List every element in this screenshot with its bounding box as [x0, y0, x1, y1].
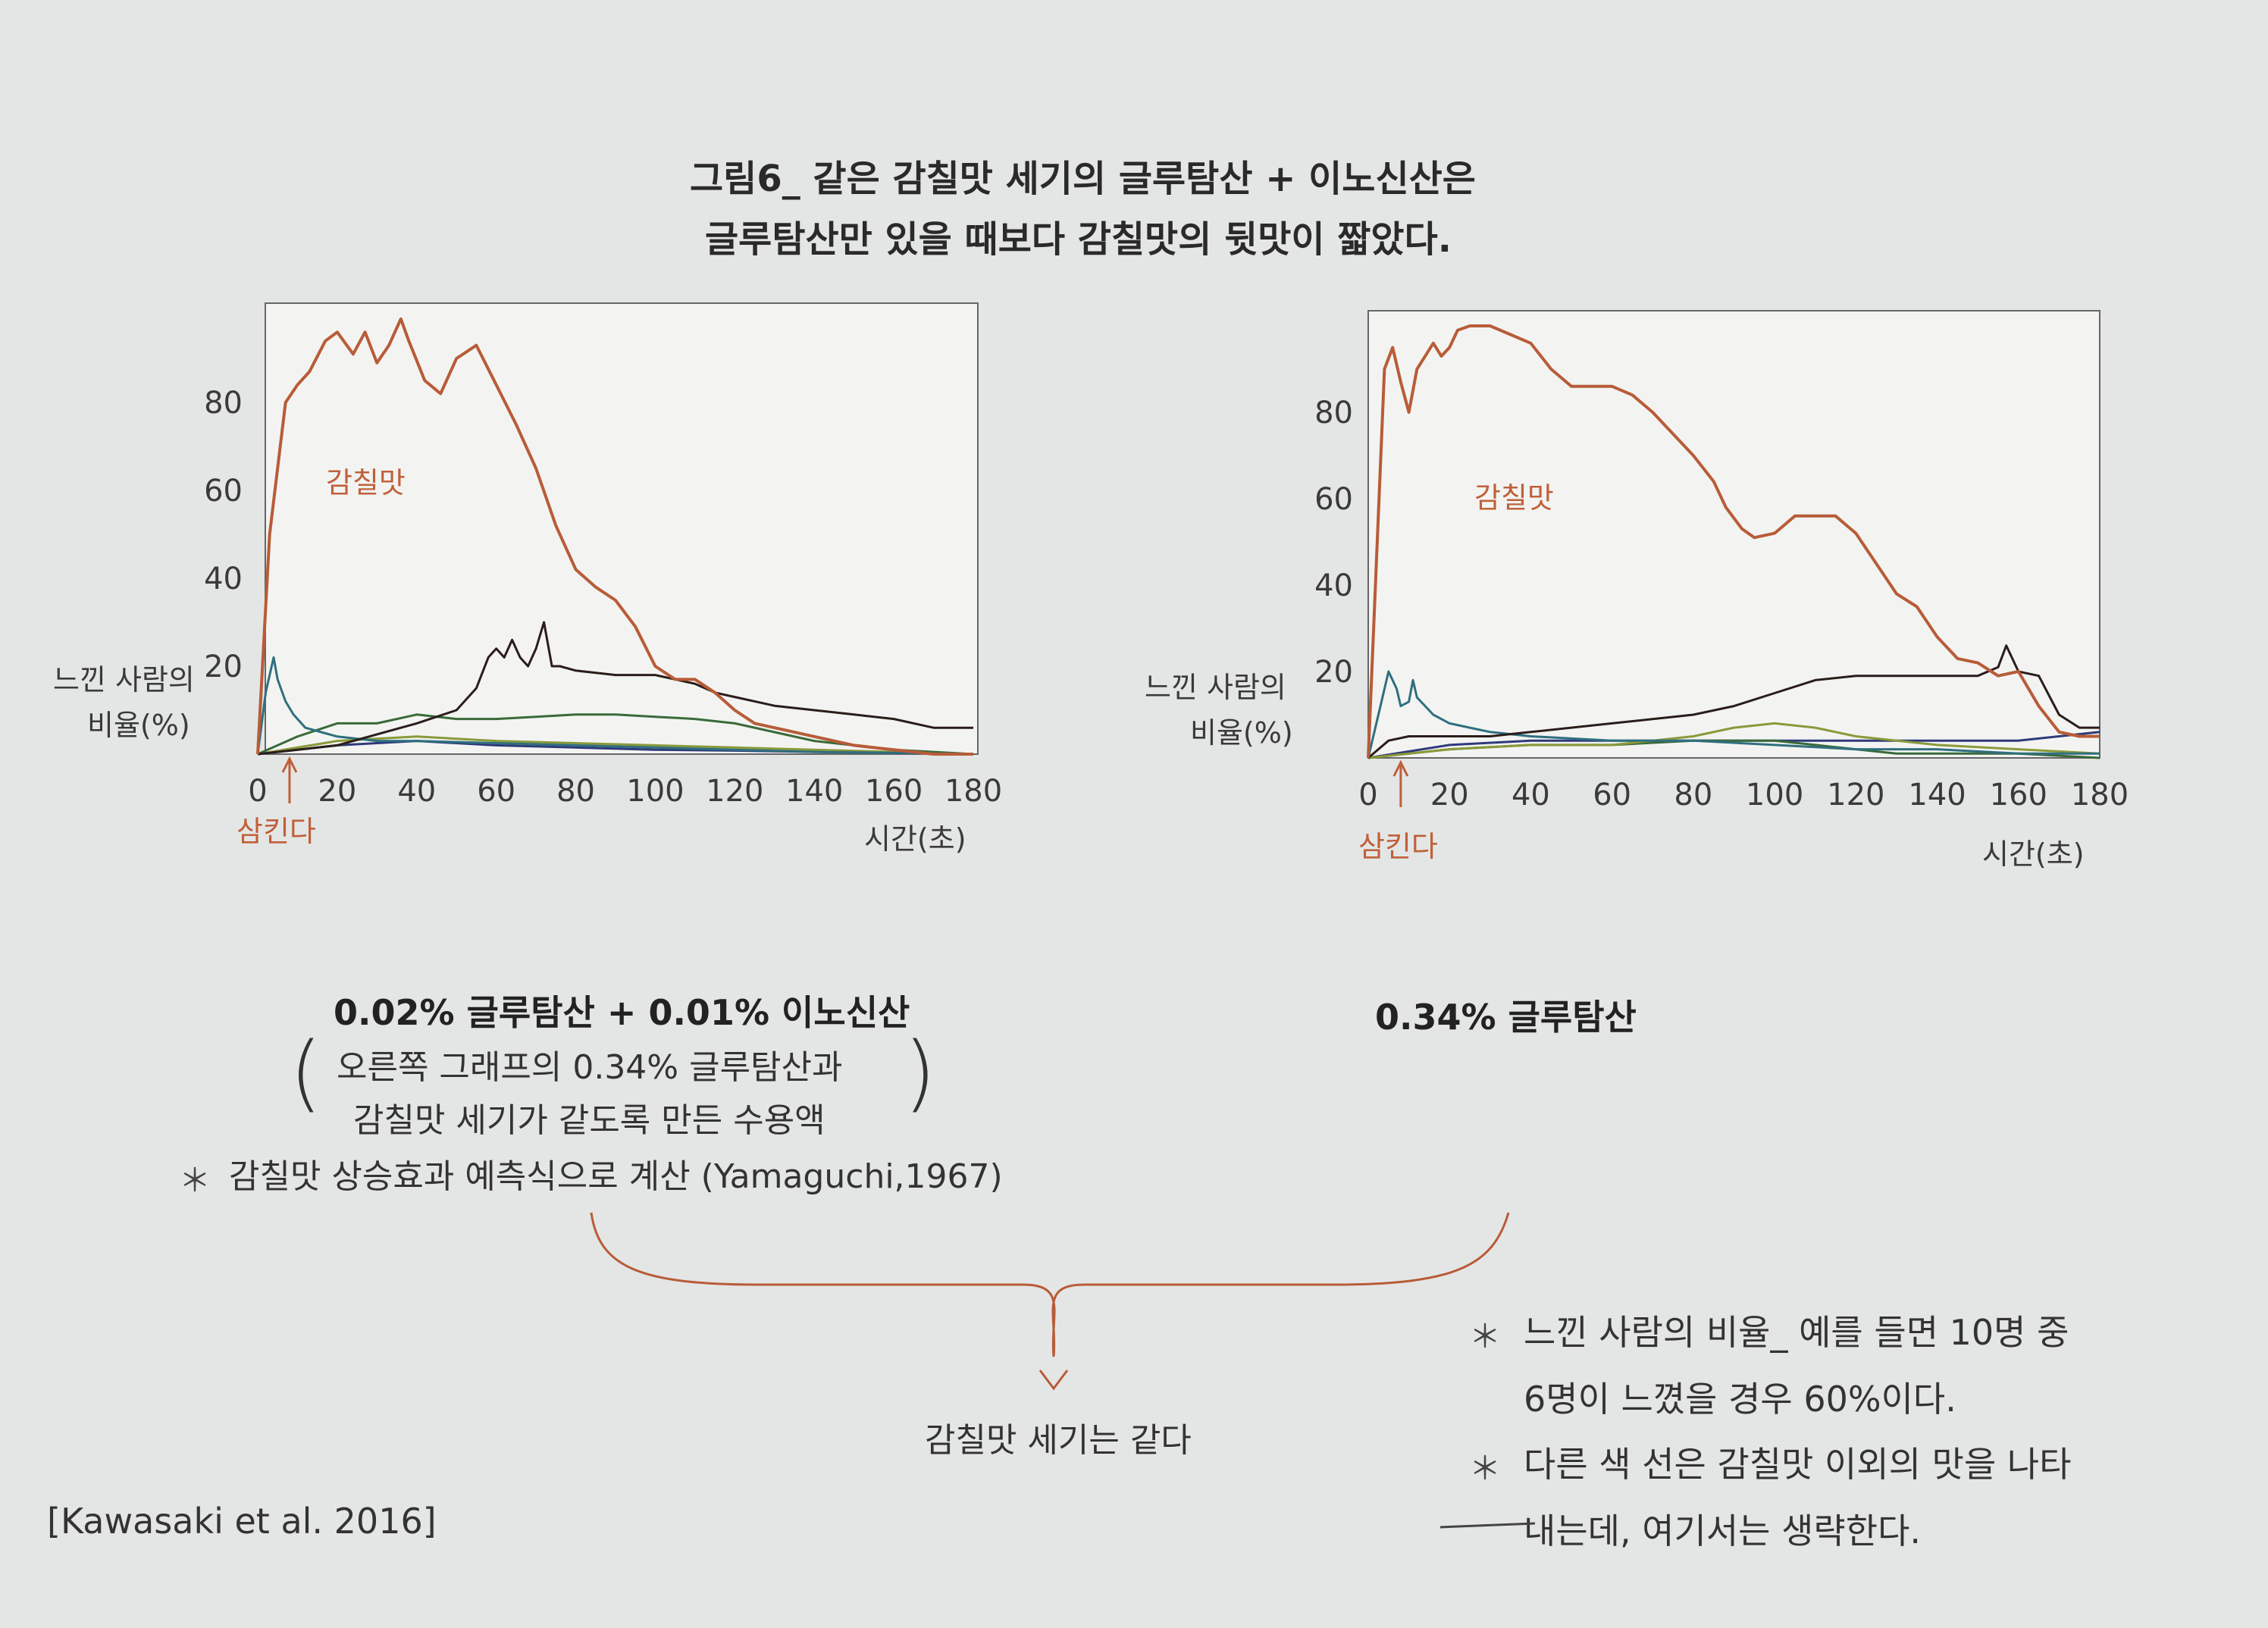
swallow-marker-label: 삼킨다: [1358, 830, 1438, 863]
arrow-up-icon: [1392, 759, 1409, 777]
series-line-1: [1367, 644, 2100, 759]
right-chart-caption: 0.34% 글루탐산: [1375, 997, 1637, 1038]
x-tick-label: 180: [2071, 778, 2129, 812]
x-tick-label: 0: [248, 774, 267, 809]
x-axis-label: 시간(초): [1982, 837, 2085, 871]
x-tick-label: 180: [944, 774, 1002, 809]
x-tick-label: 60: [477, 774, 515, 809]
left-caption-note: 감칠맛 상승효과 예측식으로 계산 (Yamaguchi,1967): [229, 1157, 1003, 1196]
strike-line: [1440, 1522, 1536, 1529]
note-2-line-1: 다른 색 선은 감칠맛 이외의 맛을 나타: [1524, 1444, 2072, 1485]
plot-frame: [1367, 310, 2100, 759]
left-caption-sub-2: 감칠맛 세기가 같도록 만든 수용액: [353, 1101, 825, 1140]
series-line-2: [1367, 670, 2100, 759]
y-tick-label: 40: [204, 562, 243, 596]
series-line-4: [257, 735, 974, 756]
series-label-umami: 감칠맛: [1474, 481, 1554, 515]
x-tick-label: 80: [1674, 778, 1712, 812]
x-tick-label: 40: [1511, 778, 1550, 812]
chart-left: 20 40 60 80 0 20 40 60 80 100 120 140 160 180 감칠맛 느낀…: [53, 302, 1002, 856]
x-tick-label: 120: [706, 774, 763, 809]
x-tick-label: 60: [1593, 778, 1631, 812]
figure-title-line-2: 글루탐산만 있을 때보다 감칠맛의 뒷맛이 짧았다.: [705, 218, 1452, 261]
x-tick-label: 0: [1358, 778, 1377, 812]
series-line-3: [257, 713, 974, 756]
arrow-down-icon: [1038, 1370, 1069, 1391]
series-line-0: [1367, 324, 2100, 759]
x-tick-label: 100: [1746, 778, 1803, 812]
x-tick-label: 140: [785, 774, 843, 809]
y-tick-label: 40: [1314, 568, 1353, 603]
x-tick-label: 160: [1990, 778, 2047, 812]
x-tick-label: 80: [556, 774, 595, 809]
left-caption-sub-1: 오른쪽 그래프의 0.34% 글루탐산과: [337, 1048, 843, 1087]
series-line-1: [257, 621, 973, 756]
swallow-marker-label: 삼킨다: [237, 815, 316, 848]
x-tick-label: 20: [1430, 778, 1469, 812]
x-axis-label: 시간(초): [864, 822, 966, 856]
figure-title-line-1: 그림6_ 같은 감칠맛 세기의 글루탐산 + 이노신산은: [690, 158, 1476, 200]
series-line-3: [1367, 722, 2100, 759]
note-2-line-2: 내는데, 여기서는 생략한다.: [1524, 1511, 1922, 1551]
curly-brace: [590, 1212, 1510, 1391]
note-1-line-1: 느낀 사람의 비율_ 예를 들면 10명 중: [1524, 1312, 2069, 1353]
left-chart-caption: 0.02% 글루탐산 + 0.01% 이노신산: [334, 992, 910, 1033]
chart-right: 20 40 60 80 0 20 40 60 80 100 120 140 160 180 감칠맛 느낀…: [1145, 310, 2129, 871]
note-1-line-2: 6명이 느꼈을 경우 60%이다.: [1524, 1379, 1956, 1420]
asterisk-icon: ＊: [179, 1162, 211, 1199]
y-axis-label-line-1: 느낀 사람의: [1145, 671, 1286, 704]
y-tick-label: 20: [1314, 655, 1353, 690]
y-axis-label-line-2: 비율(%): [87, 709, 190, 742]
y-axis-label-line-1: 느낀 사람의: [53, 663, 195, 697]
left-paren: (: [290, 1024, 322, 1121]
right-paren: ): [904, 1024, 936, 1121]
citation: [Kawasaki et al. 2016]: [47, 1501, 437, 1542]
x-tick-label: 120: [1827, 778, 1884, 812]
x-tick-label: 20: [318, 774, 356, 809]
y-tick-label: 60: [204, 474, 243, 509]
x-tick-label: 140: [1908, 778, 1966, 812]
y-tick-label: 80: [1314, 396, 1353, 430]
conclusion-text: 감칠맛 세기는 같다: [925, 1421, 1192, 1460]
series-line-0: [256, 317, 973, 756]
arrow-up-icon: [281, 756, 298, 773]
asterisk-icon: ＊: [1469, 1450, 1502, 1487]
asterisk-icon: ＊: [1469, 1318, 1502, 1355]
y-tick-label: 80: [204, 386, 243, 421]
plot-frame: [265, 302, 979, 755]
x-tick-label: 100: [626, 774, 684, 809]
x-tick-label: 160: [865, 774, 923, 809]
y-tick-label: 60: [1314, 482, 1353, 517]
y-tick-label: 20: [204, 650, 243, 684]
series-label-umami: 감칠맛: [326, 466, 406, 499]
y-axis-label-line-2: 비율(%): [1190, 716, 1293, 750]
x-tick-label: 40: [397, 774, 436, 809]
